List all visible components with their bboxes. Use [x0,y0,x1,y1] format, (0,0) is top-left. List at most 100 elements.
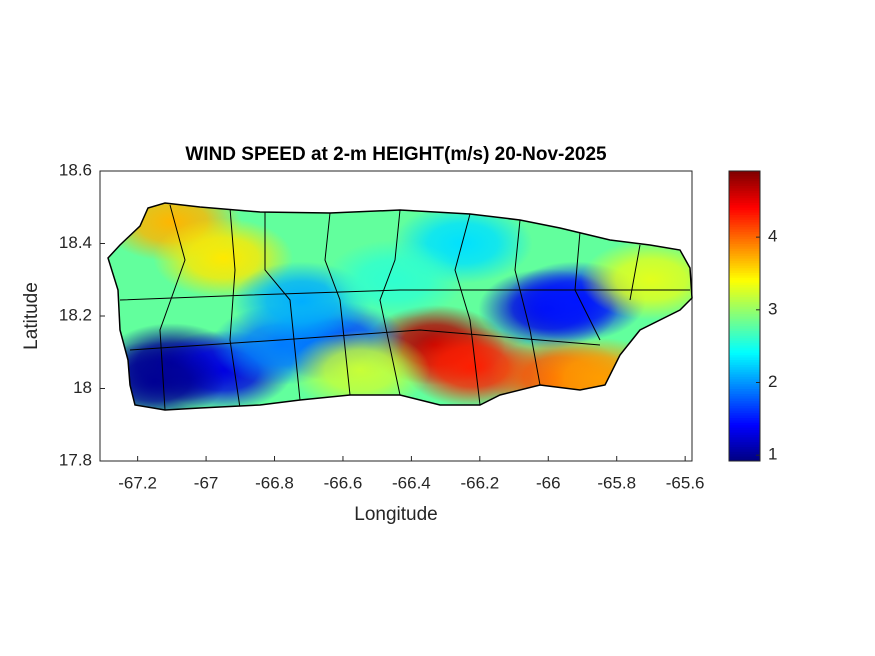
colorbar-step [729,316,760,319]
colorbar-step [729,209,760,213]
colorbar-step [729,434,760,438]
colorbar-step [729,395,760,399]
colorbar-step [729,294,760,298]
colorbar-step [729,323,760,327]
colorbar-step [729,419,760,423]
colorbar-step [729,250,760,254]
colorbar-step [729,238,760,242]
colorbar-step [729,274,760,278]
colorbar-step [729,335,760,339]
colorbar-step [729,337,760,341]
y-tick-label: 18.6 [59,160,92,179]
y-axis-label: Latitude [21,282,42,350]
colorbar-step [729,398,760,402]
colorbar-step [729,282,760,286]
colorbar-step [729,393,760,397]
colorbar-step [729,422,760,426]
colorbar-step [729,383,760,387]
colorbar-step [729,260,760,264]
colorbar-step [729,291,760,295]
colorbar-step [729,352,760,356]
colorbar-tick-label: 4 [768,227,777,246]
colorbar-step [729,424,760,428]
colorbar-step [729,359,760,363]
colorbar-step [729,456,760,460]
colorbar-step [729,354,760,358]
colorbar-step [729,340,760,344]
x-tick-label: -66.2 [460,473,499,492]
colorbar-step [729,248,760,252]
colorbar-step [729,410,760,414]
colorbar-step [729,311,760,315]
colorbar-step [729,231,760,235]
colorbar-step [729,219,760,223]
colorbar-step [729,214,760,218]
colorbar-step [729,366,760,370]
colorbar-step [729,374,760,377]
colorbar-step [729,429,760,433]
colorbar-tick-label: 2 [768,372,777,391]
y-tick-label: 18.4 [59,233,92,252]
colorbar-step [729,241,760,244]
colorbar-step [729,378,760,382]
colorbar-step [729,284,760,288]
colorbar-tick-label: 1 [768,445,777,464]
colorbar-step [729,183,760,186]
colorbar-step [729,451,760,455]
colorbar-step [729,255,760,259]
colorbar-step [729,207,760,211]
x-axis-label: Longitude [354,504,437,525]
colorbar-step [729,265,760,269]
colorbar-step [729,202,760,206]
x-tick-label: -66 [536,473,561,492]
colorbar-step [729,243,760,247]
colorbar-step [729,386,760,389]
colorbar-step [729,226,760,230]
colorbar-step [729,190,760,194]
colorbar-step [729,444,760,447]
colorbar-step [729,258,760,261]
colorbar-step [729,412,760,416]
colorbar-step [729,347,760,351]
municipal-borders [119,204,690,410]
colorbar-step [729,325,760,329]
colorbar-step [729,432,760,435]
colorbar-step [729,187,760,191]
colorbar-step [729,436,760,440]
colorbar-step [729,400,760,404]
colorbar-step [729,390,760,394]
colorbar-step [729,376,760,380]
x-tick-label: -65.8 [597,473,636,492]
colorbar-step [729,173,760,177]
colorbar-tick-label: 3 [768,299,777,318]
colorbar-step [729,330,760,334]
colorbar-step [729,318,760,322]
colorbar-step [729,388,760,392]
colorbar-step [729,306,760,310]
colorbar-step [729,403,760,406]
colorbar-step [729,204,760,208]
colorbar-step [729,267,760,271]
colorbar-step [729,361,760,365]
colorbar-step [729,405,760,409]
colorbar-step [729,216,760,220]
colorbar-step [729,178,760,182]
chart-title: WIND SPEED at 2-m HEIGHT(m/s) 20-Nov-202… [185,144,607,165]
colorbar-step [729,236,760,240]
colorbar-step [729,349,760,353]
colorbar-step [729,328,760,331]
wind-hotspot [580,239,692,320]
colorbar-step [729,448,760,452]
colorbar [729,171,760,462]
colorbar-step [729,453,760,457]
colorbar-step [729,224,760,228]
x-tick-label: -66.6 [324,473,363,492]
colorbar-step [729,299,760,302]
colorbar-step [729,407,760,411]
colorbar-step [729,192,760,196]
colorbar-step [729,212,760,215]
colorbar-step [729,303,760,307]
colorbar-step [729,185,760,189]
colorbar-step [729,427,760,431]
